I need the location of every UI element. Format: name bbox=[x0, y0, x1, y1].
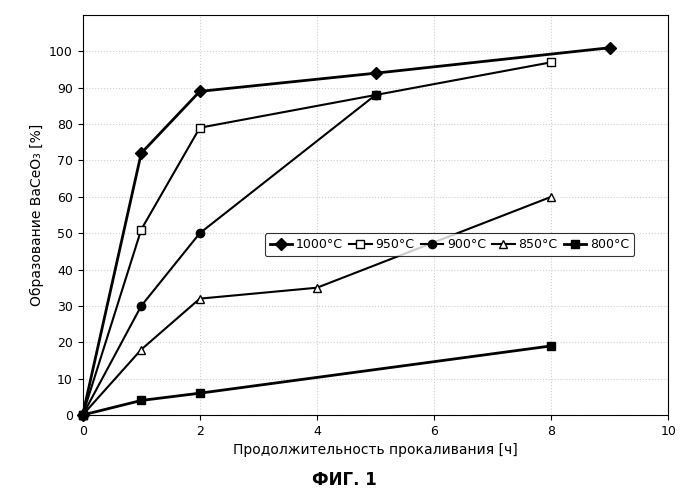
850°C bbox=[313, 284, 321, 290]
950°C bbox=[547, 60, 555, 66]
900°C bbox=[371, 92, 380, 98]
850°C bbox=[79, 412, 87, 418]
800°C bbox=[196, 390, 204, 396]
950°C bbox=[137, 226, 145, 232]
X-axis label: Продолжительность прокаливания [ч]: Продолжительность прокаливания [ч] bbox=[233, 444, 518, 458]
800°C bbox=[79, 412, 87, 418]
950°C bbox=[79, 412, 87, 418]
950°C bbox=[196, 124, 204, 130]
Line: 900°C: 900°C bbox=[79, 91, 380, 419]
1000°C bbox=[137, 150, 145, 156]
900°C bbox=[137, 303, 145, 309]
Legend: 1000°C, 950°C, 900°C, 850°C, 800°C: 1000°C, 950°C, 900°C, 850°C, 800°C bbox=[265, 233, 634, 256]
900°C bbox=[196, 230, 204, 236]
Y-axis label: Образование BaCeO₃ [%]: Образование BaCeO₃ [%] bbox=[30, 124, 43, 306]
Line: 950°C: 950°C bbox=[79, 58, 555, 419]
850°C bbox=[547, 194, 555, 200]
900°C bbox=[79, 412, 87, 418]
Line: 800°C: 800°C bbox=[79, 342, 555, 419]
Line: 1000°C: 1000°C bbox=[79, 44, 614, 419]
850°C bbox=[196, 296, 204, 302]
1000°C bbox=[79, 412, 87, 418]
950°C bbox=[371, 92, 380, 98]
Text: ФИГ. 1: ФИГ. 1 bbox=[312, 471, 377, 489]
Line: 850°C: 850°C bbox=[79, 192, 555, 419]
1000°C bbox=[196, 88, 204, 94]
850°C bbox=[137, 346, 145, 352]
1000°C bbox=[606, 44, 614, 51]
1000°C bbox=[371, 70, 380, 76]
800°C bbox=[547, 343, 555, 349]
800°C bbox=[137, 398, 145, 404]
